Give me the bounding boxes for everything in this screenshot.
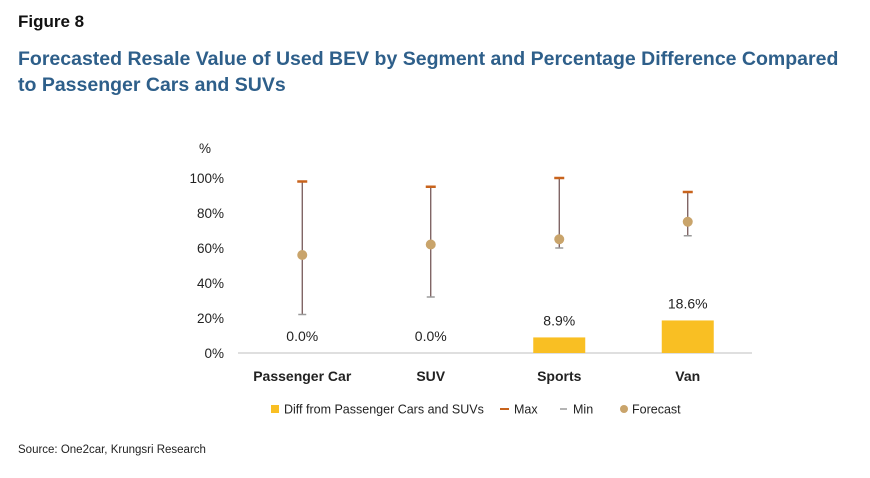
y-tick-label: 20% bbox=[197, 311, 224, 326]
y-tick-label: 0% bbox=[204, 346, 224, 361]
bar-data-label: 0.0% bbox=[415, 328, 447, 344]
category-labels: Passenger Car SUV Sports Van bbox=[253, 368, 700, 384]
forecast-point bbox=[682, 216, 693, 227]
figure-label: Figure 8 bbox=[18, 12, 85, 31]
y-tick-label: 40% bbox=[197, 276, 224, 291]
bar-data-label: 8.9% bbox=[543, 312, 575, 328]
legend-swatch-bar bbox=[271, 405, 279, 413]
category-label: SUV bbox=[416, 368, 445, 384]
forecast-point bbox=[425, 239, 436, 250]
legend-swatch-forecast bbox=[620, 405, 628, 413]
chart-title: Forecasted Resale Value of Used BEV by S… bbox=[18, 48, 839, 96]
y-tick-label: 100% bbox=[189, 171, 224, 186]
category-label: Van bbox=[675, 368, 700, 384]
y-axis-unit: % bbox=[199, 141, 211, 156]
y-tick-label: 80% bbox=[197, 206, 224, 221]
source-note: Source: One2car, Krungsri Research bbox=[18, 444, 206, 456]
legend-label: Max bbox=[514, 403, 538, 417]
category-label: Sports bbox=[537, 368, 582, 384]
forecast-point bbox=[554, 234, 565, 245]
bar-data-label: 0.0% bbox=[286, 328, 318, 344]
bar bbox=[533, 337, 586, 353]
bars: 0.0% 0.0% 8.9% 18.6% bbox=[286, 295, 714, 353]
legend: Diff from Passenger Cars and SUVs Max Min F… bbox=[271, 403, 681, 417]
category-label: Passenger Car bbox=[253, 368, 352, 384]
forecast-point bbox=[297, 250, 308, 260]
range-markers bbox=[297, 176, 693, 316]
legend-label: Forecast bbox=[632, 403, 681, 417]
legend-label: Min bbox=[573, 403, 593, 417]
axes: 0% 20% 40% 60% 80% 100% bbox=[189, 171, 752, 361]
bar bbox=[661, 320, 714, 353]
legend-label: Diff from Passenger Cars and SUVs bbox=[284, 403, 484, 417]
y-tick-label: 60% bbox=[197, 241, 224, 256]
bar-data-label: 18.6% bbox=[668, 295, 708, 311]
